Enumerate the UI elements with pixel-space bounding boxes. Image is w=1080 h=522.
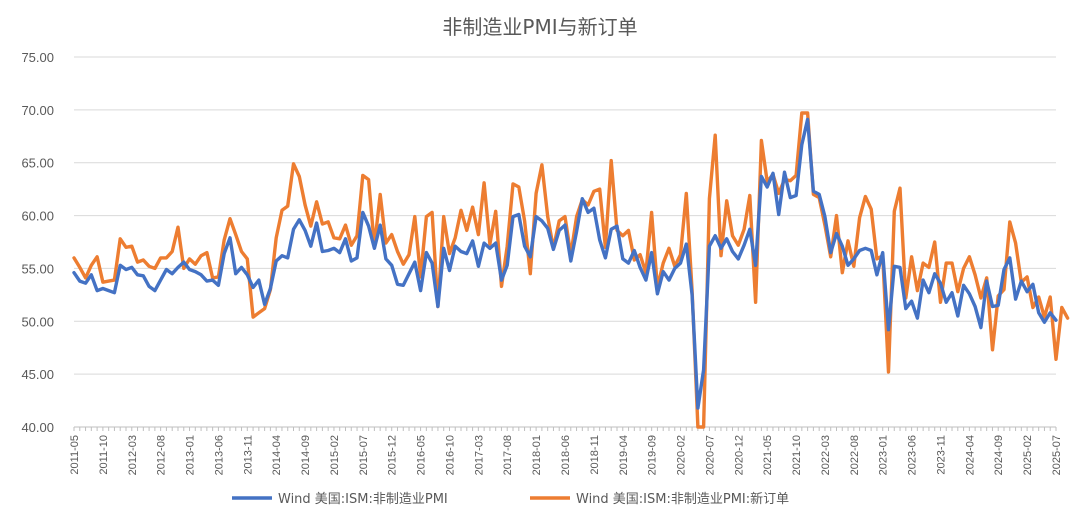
y-tick-label: 45.00 <box>21 367 54 382</box>
x-tick-label: 2011-10 <box>98 435 110 475</box>
x-tick-label: 2016-10 <box>444 435 456 475</box>
x-tick-label: 2016-05 <box>416 435 428 475</box>
x-tick-label: 2015-07 <box>358 435 370 475</box>
x-tick-label: 2023-01 <box>878 435 890 475</box>
x-tick-label: 2025-02 <box>1022 435 1034 475</box>
x-tick-label: 2019-04 <box>618 435 630 475</box>
y-tick-label: 75.00 <box>21 50 54 65</box>
chart-title: 非制造业PMI与新订单 <box>442 15 637 39</box>
y-tick-label: 55.00 <box>21 261 54 276</box>
x-tick-label: 2023-06 <box>907 435 919 475</box>
x-tick-label: 2018-01 <box>531 435 543 475</box>
x-tick-label: 2012-08 <box>156 435 168 475</box>
x-tick-label: 2018-11 <box>589 435 601 475</box>
x-tick-label: 2014-09 <box>300 435 312 475</box>
x-tick-label: 2012-03 <box>127 435 139 475</box>
x-tick-label: 2021-05 <box>762 435 774 475</box>
x-tick-label: 2023-11 <box>935 435 947 475</box>
x-tick-label: 2017-08 <box>502 435 514 475</box>
legend-label: Wind 美国:ISM:非制造业PMI:新订单 <box>576 491 789 507</box>
x-tick-label: 2015-02 <box>329 435 341 475</box>
x-tick-label: 2021-10 <box>791 435 803 475</box>
x-tick-label: 2020-07 <box>704 435 716 475</box>
x-tick-label: 2022-08 <box>849 435 861 475</box>
x-tick-label: 2018-06 <box>560 435 572 475</box>
series-lines <box>72 111 1070 429</box>
y-tick-label: 40.00 <box>21 420 54 435</box>
legend: Wind 美国:ISM:非制造业PMI Wind 美国:ISM:非制造业PMI:新… <box>232 491 789 507</box>
x-tick-label: 2020-02 <box>676 435 688 475</box>
series-line-new-orders <box>72 111 1070 429</box>
series-line-pmi <box>72 117 1058 410</box>
x-tick-label: 2019-09 <box>647 435 659 475</box>
x-tick-label: 2013-11 <box>242 435 254 475</box>
y-tick-label: 50.00 <box>21 314 54 329</box>
x-tick-label: 2022-03 <box>820 435 832 475</box>
x-tick-label: 2024-09 <box>993 435 1005 475</box>
x-tick-label: 2024-04 <box>964 435 976 475</box>
legend-label: Wind 美国:ISM:非制造业PMI <box>278 492 448 507</box>
y-tick-label: 70.00 <box>21 103 54 118</box>
x-tick-label: 2020-12 <box>733 435 745 475</box>
x-tick-label: 2017-03 <box>473 435 485 475</box>
x-tick-label: 2011-05 <box>69 435 81 475</box>
x-tick-label: 2013-06 <box>213 435 225 475</box>
y-tick-label: 60.00 <box>21 209 54 224</box>
x-tick-label: 2015-12 <box>387 435 399 475</box>
x-tick-label: 2025-07 <box>1051 435 1063 475</box>
x-tick-label: 2014-04 <box>271 435 283 475</box>
x-tick-label: 2013-01 <box>185 435 197 475</box>
y-axis-ticks: 40.00 45.00 50.00 55.00 60.00 65.00 70.00 75.00 <box>21 50 54 435</box>
gridlines <box>74 56 1056 428</box>
x-axis-ticks: 2011-05 2011-10 2012-03 2012-08 2013-01 2013-… <box>69 427 1063 475</box>
y-tick-label: 65.00 <box>21 156 54 171</box>
